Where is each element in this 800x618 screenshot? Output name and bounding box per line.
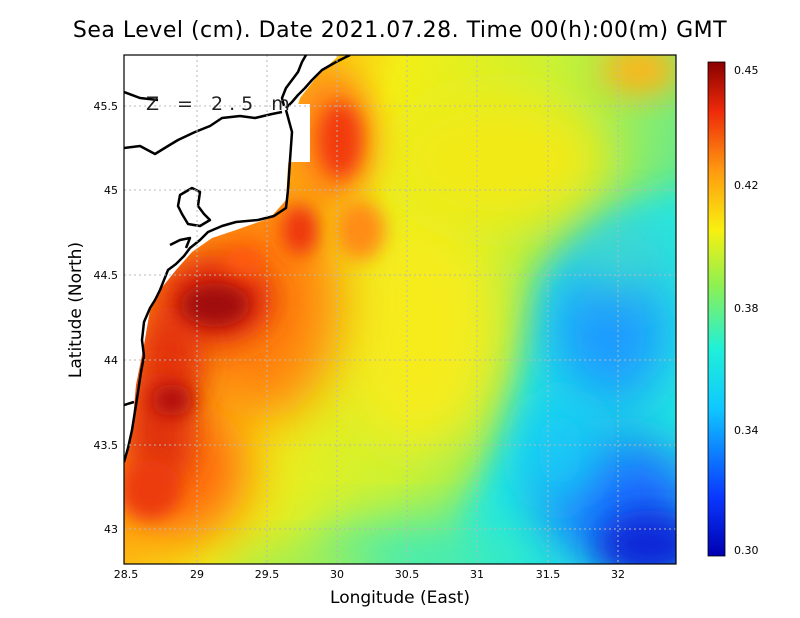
- x-tick-label: 29: [190, 568, 204, 581]
- x-axis-ticks: 28.5 29 29.5 30 30.5 31 31.5 32: [114, 568, 625, 581]
- land-mass-west: [124, 55, 340, 462]
- y-axis-label: Latitude (North): [66, 241, 86, 379]
- x-axis-label: Longitude (East): [330, 588, 470, 608]
- x-tick-label: 31.5: [536, 568, 561, 581]
- depth-label: Z = 2.5 m: [146, 93, 296, 115]
- colorbar-tick-label: 0.30: [734, 544, 759, 557]
- y-axis-ticks: 43 43.5 44 44.5 45 45.5: [94, 100, 119, 536]
- y-tick-label: 43.5: [94, 439, 119, 452]
- sea-level-field: [124, 55, 676, 564]
- x-tick-label: 29.5: [255, 568, 280, 581]
- plot-frame: [123, 54, 677, 565]
- colorbar-tick-label: 0.42: [734, 179, 759, 192]
- y-tick-label: 45.5: [94, 100, 119, 113]
- x-tick-label: 30: [330, 568, 344, 581]
- y-tick-label: 44.5: [94, 269, 119, 282]
- colorbar-tick-label: 0.38: [734, 302, 759, 315]
- x-tick-label: 31: [470, 568, 484, 581]
- y-tick-label: 43: [104, 523, 118, 536]
- colorbar-gradient: [707, 61, 726, 557]
- colorbar: 0.45 0.42 0.38 0.34 0.30: [707, 61, 759, 557]
- x-tick-label: 30.5: [395, 568, 420, 581]
- colorbar-tick-label: 0.45: [734, 64, 759, 77]
- y-tick-label: 45: [104, 184, 118, 197]
- x-tick-label: 28.5: [114, 568, 139, 581]
- map-title: Sea Level (cm). Date 2021.07.28. Time 00…: [72, 18, 728, 43]
- x-tick-label: 32: [611, 568, 625, 581]
- y-tick-label: 44: [104, 354, 118, 367]
- grid-lines: [124, 55, 676, 564]
- colorbar-tick-label: 0.34: [734, 424, 759, 437]
